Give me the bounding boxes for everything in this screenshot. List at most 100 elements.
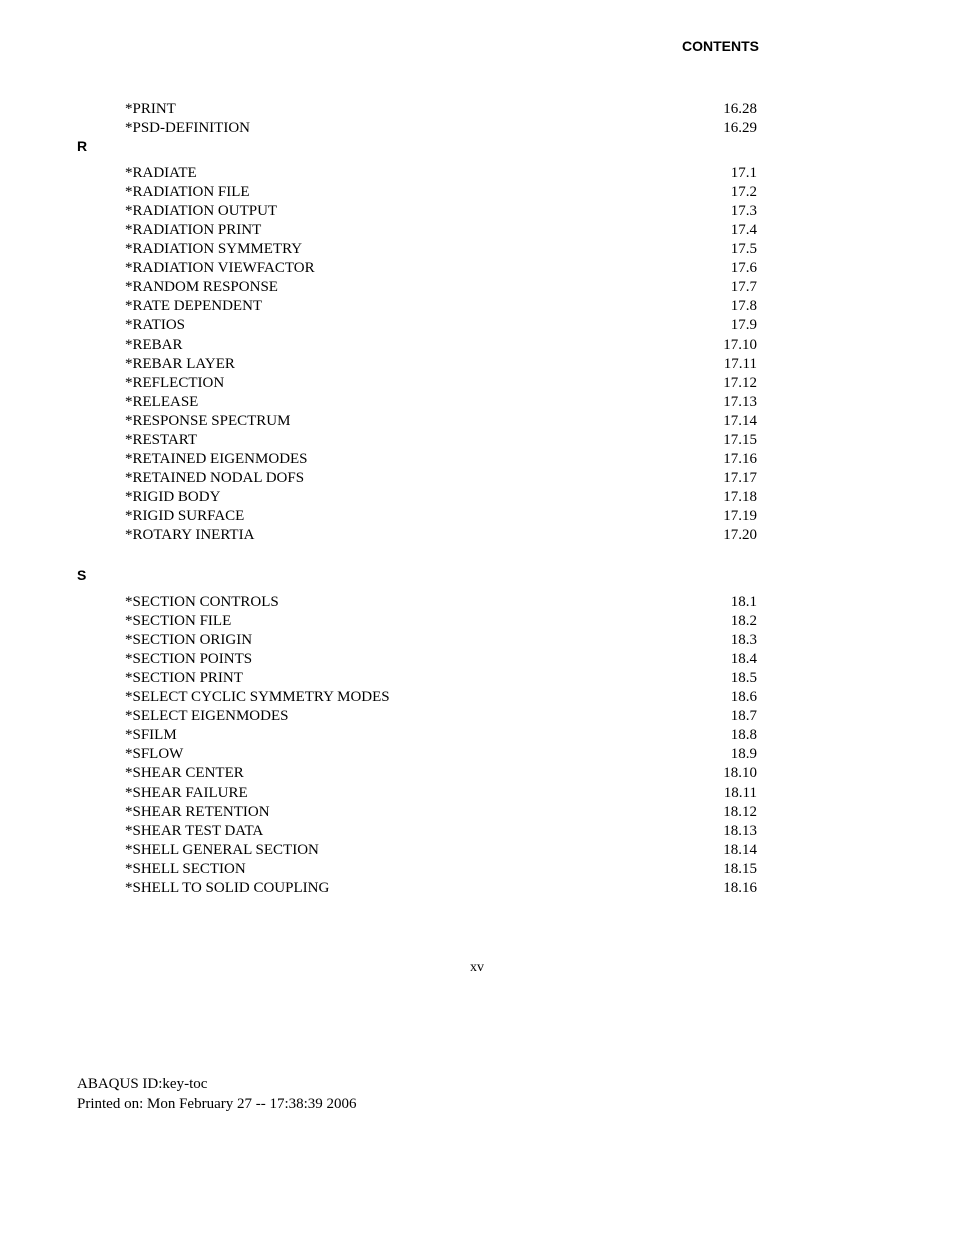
toc-entry-label: *RADIATION SYMMETRY <box>125 240 302 259</box>
toc-entry-label: *RATE DEPENDENT <box>125 297 262 316</box>
toc-entry-label: *SELECT CYCLIC SYMMETRY MODES <box>125 688 390 707</box>
toc-entry-label: *RADIATION FILE <box>125 183 250 202</box>
toc-entry-page: 18.14 <box>723 841 757 860</box>
toc-entry-label: *SHEAR FAILURE <box>125 784 248 803</box>
toc-entry: *SECTION POINTS 18.4 <box>125 650 757 669</box>
toc-entry-page: 18.7 <box>731 707 757 726</box>
toc-entry: *RADIATION SYMMETRY 17.5 <box>125 240 757 259</box>
footer-line-1: ABAQUS ID:key-toc <box>77 1075 357 1095</box>
toc-entry: *REBAR 17.10 <box>125 336 757 355</box>
toc-entry-page: 17.3 <box>731 202 757 221</box>
toc-entry: *RADIATION FILE17.2 <box>125 183 757 202</box>
toc-entry-page: 17.8 <box>731 297 757 316</box>
toc-entry-label: *SECTION PRINT <box>125 669 243 688</box>
toc-entry: *SHELL SECTION 18.15 <box>125 860 757 879</box>
toc-entry-page: 18.2 <box>731 612 757 631</box>
toc-entry-page: 18.8 <box>731 726 757 745</box>
toc-entry-page: 17.16 <box>723 450 757 469</box>
toc-entry: *SECTION CONTROLS18.1 <box>125 593 757 612</box>
toc-entry-label: *RESTART <box>125 431 197 450</box>
toc-entry-label: *REBAR <box>125 336 183 355</box>
footer-block: ABAQUS ID:key-toc Printed on: Mon Februa… <box>77 1075 357 1114</box>
toc-entry-label: *RETAINED EIGENMODES <box>125 450 308 469</box>
toc-entry: *SECTION PRINT 18.5 <box>125 669 757 688</box>
toc-entry-label: *SHEAR CENTER <box>125 764 244 783</box>
toc-entry: *SELECT CYCLIC SYMMETRY MODES 18.6 <box>125 688 757 707</box>
toc-entry-page: 18.15 <box>723 860 757 879</box>
toc-entry-page: 17.10 <box>723 336 757 355</box>
toc-entry-page: 18.10 <box>723 764 757 783</box>
toc-entry-page: 18.13 <box>723 822 757 841</box>
toc-entry-page: 18.9 <box>731 745 757 764</box>
toc-entry-page: 17.14 <box>723 412 757 431</box>
toc-entry-label: *RADIATION PRINT <box>125 221 261 240</box>
toc-content: *PRINT16.28*PSD-DEFINITION16.29 R*RADIAT… <box>77 100 757 898</box>
toc-entry-page: 17.15 <box>723 431 757 450</box>
toc-entry-page: 17.18 <box>723 488 757 507</box>
toc-entry-label: *RADIATE <box>125 164 197 183</box>
toc-entry-page: 18.11 <box>724 784 757 803</box>
toc-entry: *RATE DEPENDENT 17.8 <box>125 297 757 316</box>
toc-entry-page: 17.4 <box>731 221 757 240</box>
toc-entry-label: *SECTION ORIGIN <box>125 631 252 650</box>
toc-entry-page: 17.20 <box>723 526 757 545</box>
toc-entry-label: *RANDOM RESPONSE <box>125 278 278 297</box>
toc-entry: *RELEASE17.13 <box>125 393 757 412</box>
toc-entry-label: *SHELL TO SOLID COUPLING <box>125 879 329 898</box>
footer-line-2: Printed on: Mon February 27 -- 17:38:39 … <box>77 1095 357 1115</box>
toc-entry: *REFLECTION 17.12 <box>125 374 757 393</box>
toc-entry-page: 16.29 <box>723 119 757 138</box>
toc-entry-label: *REBAR LAYER <box>125 355 235 374</box>
toc-entry-page: 17.6 <box>731 259 757 278</box>
toc-entry-page: 17.5 <box>731 240 757 259</box>
toc-entry: *SHEAR CENTER 18.10 <box>125 764 757 783</box>
toc-entry-label: *RIGID SURFACE <box>125 507 244 526</box>
toc-entry-label: *RESPONSE SPECTRUM <box>125 412 290 431</box>
toc-entry-label: *SHELL GENERAL SECTION <box>125 841 319 860</box>
toc-entry: *RESPONSE SPECTRUM 17.14 <box>125 412 757 431</box>
toc-entry: *RIGID SURFACE 17.19 <box>125 507 757 526</box>
toc-entry-page: 18.1 <box>731 593 757 612</box>
toc-entry-label: *RETAINED NODAL DOFS <box>125 469 304 488</box>
toc-entry: *RADIATION OUTPUT17.3 <box>125 202 757 221</box>
section-letter: S <box>77 567 757 583</box>
toc-entry-page: 18.5 <box>731 669 757 688</box>
toc-entry-label: *SELECT EIGENMODES <box>125 707 288 726</box>
toc-entry-label: *SHELL SECTION <box>125 860 246 879</box>
toc-entry-page: 18.6 <box>731 688 757 707</box>
toc-entry: *RADIATION VIEWFACTOR 17.6 <box>125 259 757 278</box>
toc-entry: *RANDOM RESPONSE 17.7 <box>125 278 757 297</box>
toc-entry: *SHEAR FAILURE 18.11 <box>125 784 757 803</box>
toc-entry-page: 17.11 <box>724 355 757 374</box>
toc-entry: *RIGID BODY 17.18 <box>125 488 757 507</box>
toc-entry: *SFILM18.8 <box>125 726 757 745</box>
toc-entry: *RADIATE17.1 <box>125 164 757 183</box>
toc-entry: *RESTART 17.15 <box>125 431 757 450</box>
page-number: xv <box>0 960 954 976</box>
toc-entry-label: *RATIOS <box>125 316 185 335</box>
toc-entry-label: *SECTION POINTS <box>125 650 252 669</box>
toc-entry-page: 17.12 <box>723 374 757 393</box>
toc-entry-page: 18.16 <box>723 879 757 898</box>
toc-entry-label: *RADIATION VIEWFACTOR <box>125 259 315 278</box>
toc-entry-page: 17.19 <box>723 507 757 526</box>
toc-entry-label: *REFLECTION <box>125 374 224 393</box>
toc-entry-page: 18.4 <box>731 650 757 669</box>
toc-entry: *SHELL TO SOLID COUPLING 18.16 <box>125 879 757 898</box>
toc-entry-label: *RIGID BODY <box>125 488 220 507</box>
toc-entry: *SHEAR RETENTION18.12 <box>125 803 757 822</box>
toc-entry-page: 18.12 <box>723 803 757 822</box>
toc-entry-page: 17.9 <box>731 316 757 335</box>
toc-entry: *RETAINED EIGENMODES 17.16 <box>125 450 757 469</box>
toc-entry-label: *SECTION FILE <box>125 612 231 631</box>
toc-entry: *RETAINED NODAL DOFS 17.17 <box>125 469 757 488</box>
toc-entry: *PRINT16.28 <box>125 100 757 119</box>
toc-entry: *RADIATION PRINT 17.4 <box>125 221 757 240</box>
toc-entry: *SHEAR TEST DATA18.13 <box>125 822 757 841</box>
toc-entry-page: 17.17 <box>723 469 757 488</box>
toc-entry: *SECTION FILE 18.2 <box>125 612 757 631</box>
toc-entry-page: 17.7 <box>731 278 757 297</box>
toc-entry-page: 16.28 <box>723 100 757 119</box>
toc-entry-label: *SFLOW <box>125 745 183 764</box>
toc-initial-group: *PRINT16.28*PSD-DEFINITION16.29 <box>77 100 757 138</box>
